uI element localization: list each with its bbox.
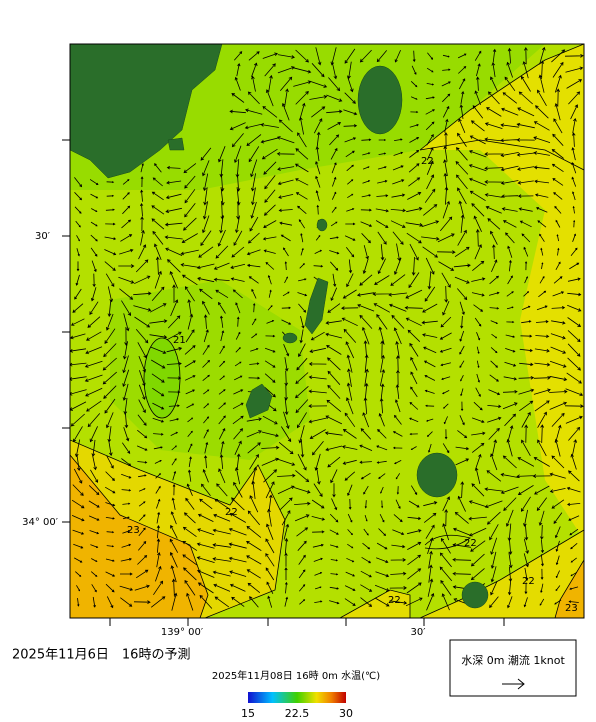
caption: 2025年11月6日 16時の予測 [12, 648, 190, 663]
map-frame [69, 43, 585, 619]
contour-label: 23 [127, 525, 140, 536]
contour-label: 21 [173, 335, 186, 346]
lat-label: 34° 00′ [22, 517, 59, 528]
contour-label: 23 [565, 603, 578, 614]
colorbar-ticks: 15 22.5 30 [241, 707, 353, 720]
map: 22 21 22 23 22 22 22 23 [70, 44, 584, 618]
legend-box [449, 639, 577, 697]
legend-label: 水深 0m 潮流 1knot [461, 653, 565, 667]
colorbar-title: 2025年11月08日 16時 0m 水温(℃) [212, 669, 380, 682]
contour-labels: 22 21 22 23 22 22 22 23 [127, 156, 578, 614]
lon-label: 139° 00′ [161, 627, 204, 638]
legend-arrow [502, 678, 525, 690]
colorbar-tick-label: 15 [241, 707, 255, 720]
colorbar-tick-label: 22.5 [285, 707, 310, 720]
lat-label: 30′ [35, 231, 51, 242]
current-arrows [70, 46, 584, 611]
lon-label: 30′ [411, 627, 427, 638]
colorbar-tick-label: 30 [339, 707, 353, 720]
contour-label: 22 [388, 595, 401, 606]
contour-label: 22 [421, 156, 434, 167]
contour-label: 22 [464, 538, 477, 549]
colorbar [248, 692, 346, 703]
contour-label: 22 [522, 576, 535, 587]
contour-label: 22 [225, 507, 238, 518]
